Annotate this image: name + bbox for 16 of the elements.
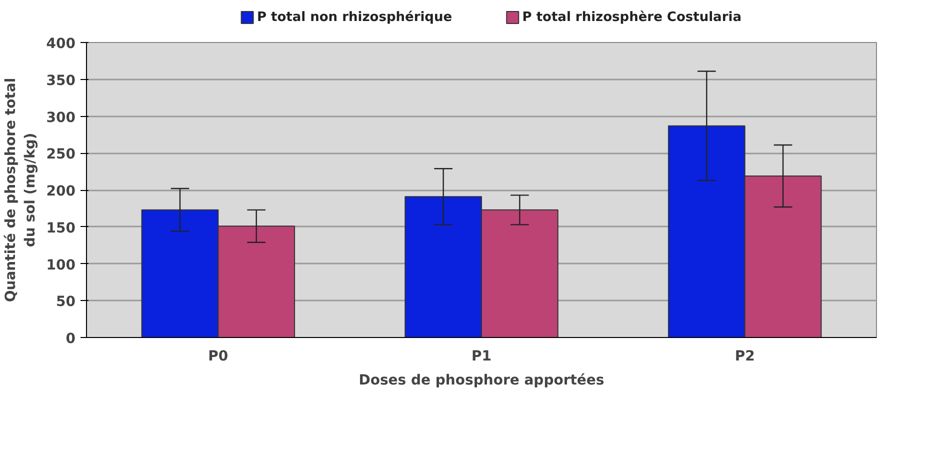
x-axis-title: Doses de phosphore apportées [358, 372, 604, 388]
y-tick-label: 0 [66, 331, 76, 347]
y-tick-label: 350 [46, 72, 76, 89]
y-tick-label: 200 [46, 184, 76, 200]
x-tick-label: P2 [734, 348, 755, 364]
y-tick-label: 250 [46, 146, 76, 163]
y-tick-label: 150 [46, 220, 76, 236]
y-tick-label: 50 [56, 294, 76, 310]
x-tick-label: P0 [208, 348, 228, 364]
x-tick-label: P1 [472, 348, 492, 364]
legend-label: P total rhizosphère Costularia [522, 10, 742, 25]
y-axis-title: Quantité de phosphore total du sol (mg/kg) [3, 78, 38, 302]
legend-label: P total non rhizosphérique [256, 10, 452, 25]
y-tick-label: 400 [46, 36, 76, 52]
y-tick-label: 300 [46, 110, 76, 126]
y-tick-label: 100 [46, 257, 76, 274]
